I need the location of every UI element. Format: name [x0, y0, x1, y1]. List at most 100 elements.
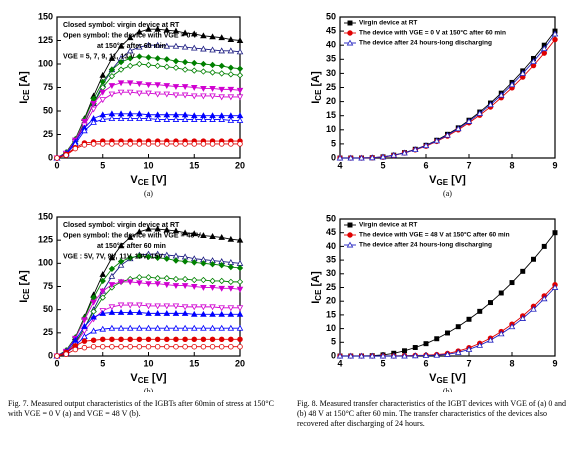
marker [347, 30, 353, 36]
legend-label: The device after 24 hours-long dischargi… [359, 242, 492, 249]
marker [63, 152, 69, 158]
marker [519, 69, 527, 76]
marker [145, 336, 152, 343]
marker [99, 97, 107, 104]
marker [117, 66, 125, 73]
marker [181, 324, 189, 331]
marker [90, 106, 97, 113]
marker [519, 315, 527, 321]
marker [227, 263, 235, 271]
marker [237, 336, 243, 343]
marker [99, 89, 107, 96]
x-tick-label: 5 [100, 358, 105, 368]
marker [72, 336, 79, 343]
marker [336, 154, 344, 161]
marker [154, 281, 161, 288]
axis-label: VCE [V] [130, 372, 167, 385]
marker [191, 259, 198, 266]
y-tick-label: 20 [326, 296, 336, 306]
axis-label-subscript: CE [314, 89, 323, 101]
marker [228, 343, 234, 350]
marker [209, 141, 216, 147]
marker [154, 309, 161, 316]
marker [218, 285, 225, 292]
marker [117, 258, 125, 265]
marker [109, 343, 115, 350]
marker [54, 353, 60, 359]
marker [218, 86, 225, 93]
marker [108, 66, 116, 73]
marker [99, 271, 107, 277]
marker [520, 268, 526, 274]
marker [209, 69, 216, 76]
x-tick-label: 9 [552, 358, 557, 368]
marker [236, 65, 244, 72]
marker [81, 118, 88, 125]
annotation: Closed symbol: virgin device at RT [63, 22, 180, 29]
marker [227, 305, 235, 312]
y-tick-label: 100 [38, 58, 53, 68]
marker [81, 322, 88, 329]
marker [422, 352, 430, 358]
legend-label: The device with VGE = 0 V at 150°C after… [359, 29, 506, 37]
figure-caption: Fig. 8. Measured transfer characteristic… [297, 399, 566, 428]
marker [72, 145, 79, 152]
x-tick-label: 15 [189, 160, 199, 170]
marker [541, 50, 547, 56]
marker [163, 63, 170, 70]
marker [236, 72, 244, 79]
marker [190, 44, 198, 51]
y-tick-label: 25 [43, 327, 53, 337]
marker [127, 336, 133, 343]
marker [476, 110, 484, 116]
y-tick-label: 0 [331, 152, 336, 162]
marker [530, 305, 537, 312]
x-tick-label: 8 [509, 160, 514, 170]
marker [163, 324, 171, 331]
marker [145, 115, 152, 121]
y-tick-label: 25 [326, 282, 336, 292]
marker [509, 280, 515, 286]
y-tick-label: 50 [43, 105, 53, 115]
y-tick-label: 25 [326, 82, 336, 92]
marker [181, 283, 189, 289]
axis-label-part: [V] [149, 174, 167, 186]
marker [237, 343, 243, 350]
series-line [340, 33, 556, 159]
marker [227, 235, 235, 242]
marker [172, 64, 180, 71]
x-tick-label: 0 [54, 160, 59, 170]
marker [218, 116, 225, 122]
marker [173, 343, 179, 350]
marker [191, 276, 198, 284]
y-tick-label: 75 [43, 82, 53, 92]
marker [209, 284, 216, 291]
marker [218, 233, 225, 240]
marker [108, 282, 116, 289]
marker [477, 308, 483, 314]
marker [127, 62, 134, 70]
marker [218, 62, 225, 70]
marker [108, 83, 116, 90]
marker [476, 341, 484, 348]
marker [346, 39, 354, 46]
marker [117, 89, 125, 96]
marker [181, 275, 189, 283]
y-tick-label: 100 [38, 258, 53, 268]
x-tick-label: 9 [552, 160, 557, 170]
marker [136, 60, 143, 68]
marker [127, 55, 134, 62]
axis-label-subscript: CE [138, 376, 150, 385]
marker [117, 242, 125, 249]
marker [136, 309, 143, 315]
marker [145, 25, 152, 32]
marker [136, 280, 143, 287]
marker [126, 279, 134, 286]
marker [190, 116, 198, 122]
marker [218, 262, 225, 269]
marker [200, 304, 207, 311]
marker [200, 85, 207, 92]
y-tick-label: 20 [326, 96, 336, 106]
marker [126, 47, 134, 54]
